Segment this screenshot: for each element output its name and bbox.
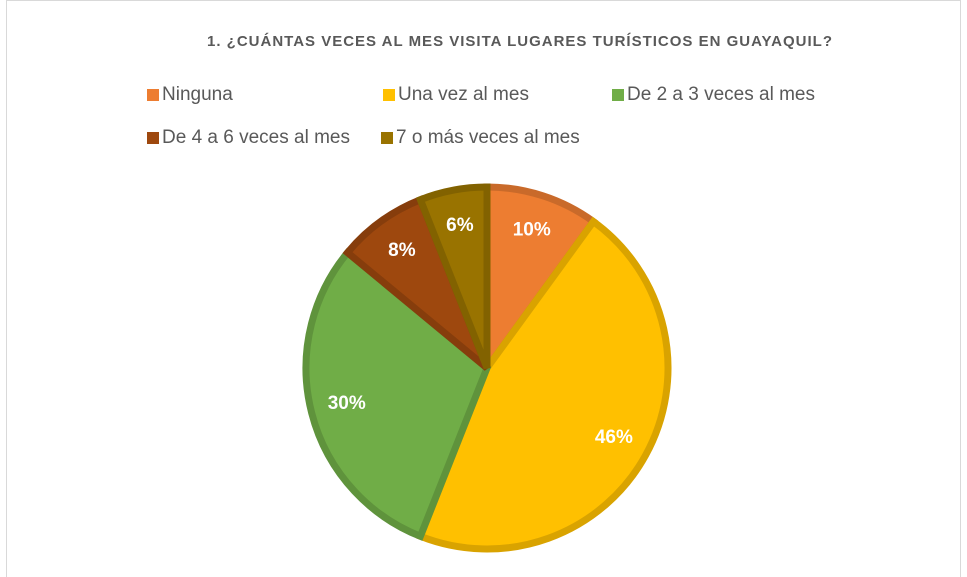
data-label: 30% xyxy=(328,393,366,414)
pie-slice xyxy=(415,216,672,553)
data-label: 10% xyxy=(513,219,551,240)
data-label: 8% xyxy=(388,240,416,261)
legend-label: De 4 a 6 veces al mes xyxy=(162,127,350,148)
legend-swatch xyxy=(147,132,159,144)
legend-label: 7 o más veces al mes xyxy=(396,127,580,148)
pie-slice xyxy=(415,183,491,370)
legend-label: Ninguna xyxy=(162,84,233,105)
pie-slice xyxy=(483,183,599,379)
legend-label: Una vez al mes xyxy=(398,84,529,105)
pie-slice xyxy=(302,247,492,541)
data-label: 6% xyxy=(446,215,474,236)
legend-swatch xyxy=(612,89,624,101)
legend-label: De 2 a 3 veces al mes xyxy=(627,84,815,105)
legend-swatch xyxy=(147,89,159,101)
legend-swatch xyxy=(381,132,393,144)
legend-swatch xyxy=(383,89,395,101)
chart-title: 1. ¿CUÁNTAS VECES AL MES VISITA LUGARES … xyxy=(207,33,833,50)
data-label: 46% xyxy=(595,427,633,448)
